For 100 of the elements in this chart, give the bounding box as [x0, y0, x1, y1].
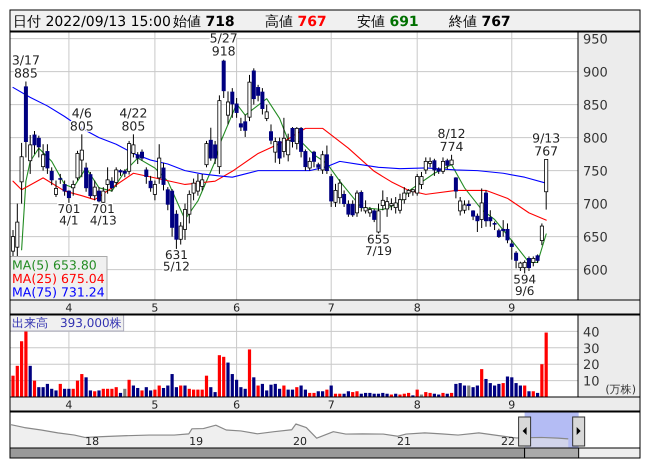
candlestick [294, 126, 299, 150]
candlestick [80, 134, 84, 178]
candlestick [531, 256, 536, 267]
bar [446, 394, 449, 397]
x-tick-label: 19 [189, 435, 204, 448]
candlestick [480, 188, 484, 229]
candlestick [454, 176, 458, 199]
annotation: 594 9/6 [513, 272, 536, 298]
candlestick [505, 222, 510, 244]
candlestick [338, 178, 342, 204]
chart-title: 出来高 393,000株 [12, 316, 122, 330]
candlestick [238, 117, 243, 132]
x-tick-label: 9 [508, 302, 516, 314]
bar [360, 394, 363, 397]
bar [204, 376, 208, 397]
bar [286, 390, 290, 397]
candlestick [466, 200, 471, 211]
bar [458, 383, 462, 397]
text: 高値 767 [265, 14, 327, 30]
x-tick-label: 6 [233, 398, 240, 412]
bar [28, 366, 32, 397]
candlestick [432, 158, 436, 176]
bar [476, 386, 479, 397]
x-tick-label: 6 [233, 302, 240, 314]
bar [179, 386, 182, 397]
bar [381, 392, 384, 397]
bar [484, 378, 488, 397]
x-tick-label: 21 [397, 435, 412, 448]
bar [299, 386, 303, 397]
candlestick [346, 200, 350, 218]
annotation: 4/22 805 [119, 105, 148, 134]
y-tick-label: 950 [583, 32, 608, 48]
candlestick [522, 260, 527, 274]
candlestick [312, 150, 316, 168]
bar [128, 380, 131, 397]
text: 安値 691 [357, 14, 419, 30]
candlestick [419, 171, 424, 190]
candlestick [152, 180, 157, 201]
bar [269, 384, 273, 397]
candlestick [92, 180, 97, 201]
bar [84, 377, 88, 397]
annotation: 655 7/19 [365, 232, 392, 258]
y-tick-label: 700 [583, 198, 608, 213]
candlestick [204, 140, 208, 168]
bar [132, 386, 136, 397]
x-tick-label: 8 [414, 398, 421, 412]
bar [338, 394, 342, 397]
bar [471, 387, 475, 397]
candlestick [54, 180, 58, 198]
text: 終値 767 [448, 14, 511, 30]
bar [252, 377, 256, 397]
bar [24, 331, 28, 397]
bar [488, 383, 492, 397]
candlestick [462, 200, 466, 214]
candlestick [208, 127, 213, 162]
x-tick-label: 7 [328, 398, 335, 412]
candlestick [376, 203, 380, 234]
x-tick-label: 4 [65, 302, 72, 314]
bar [158, 386, 161, 397]
bar [248, 349, 252, 397]
candlestick [501, 220, 506, 238]
candlestick [458, 196, 462, 216]
x-tick-label: 4 [65, 398, 72, 412]
bar [183, 386, 187, 397]
candlestick [157, 144, 162, 184]
bar [394, 394, 398, 397]
candlestick [71, 180, 76, 196]
candlestick [424, 156, 428, 174]
candlestick [62, 180, 67, 196]
candlestick [324, 145, 329, 174]
bar [424, 392, 428, 397]
candlestick [320, 150, 325, 174]
bar [402, 394, 406, 397]
bar [532, 391, 535, 397]
candlestick [268, 124, 273, 145]
x-tick-label: 22 [500, 435, 515, 448]
x-tick-label: 18 [85, 435, 100, 448]
bar [467, 386, 470, 397]
bar [480, 369, 484, 397]
y-tick-label: 650 [583, 230, 608, 246]
y-axis-title: (万株) [605, 383, 636, 396]
candlestick [518, 261, 522, 272]
candlestick [278, 137, 282, 165]
x-tick-label: 9 [508, 398, 516, 412]
annotation: 9/13 767 [532, 130, 560, 158]
candlestick [273, 137, 278, 164]
bar [136, 388, 140, 397]
bar [114, 387, 118, 397]
bar [226, 362, 230, 397]
y-tick-label: 850 [583, 98, 608, 114]
annotation: 701 4/13 [90, 202, 117, 228]
y-tick-label: 900 [583, 66, 608, 81]
candlestick [394, 196, 398, 214]
bar [244, 388, 247, 397]
bar [544, 332, 548, 397]
bar [492, 386, 496, 397]
bar [209, 387, 212, 397]
y-tick-label: 40 [583, 325, 600, 340]
legend: MA(5) 653.80 MA(25) 675.04 MA(75) 731.24 [10, 256, 108, 300]
bar [523, 386, 526, 397]
